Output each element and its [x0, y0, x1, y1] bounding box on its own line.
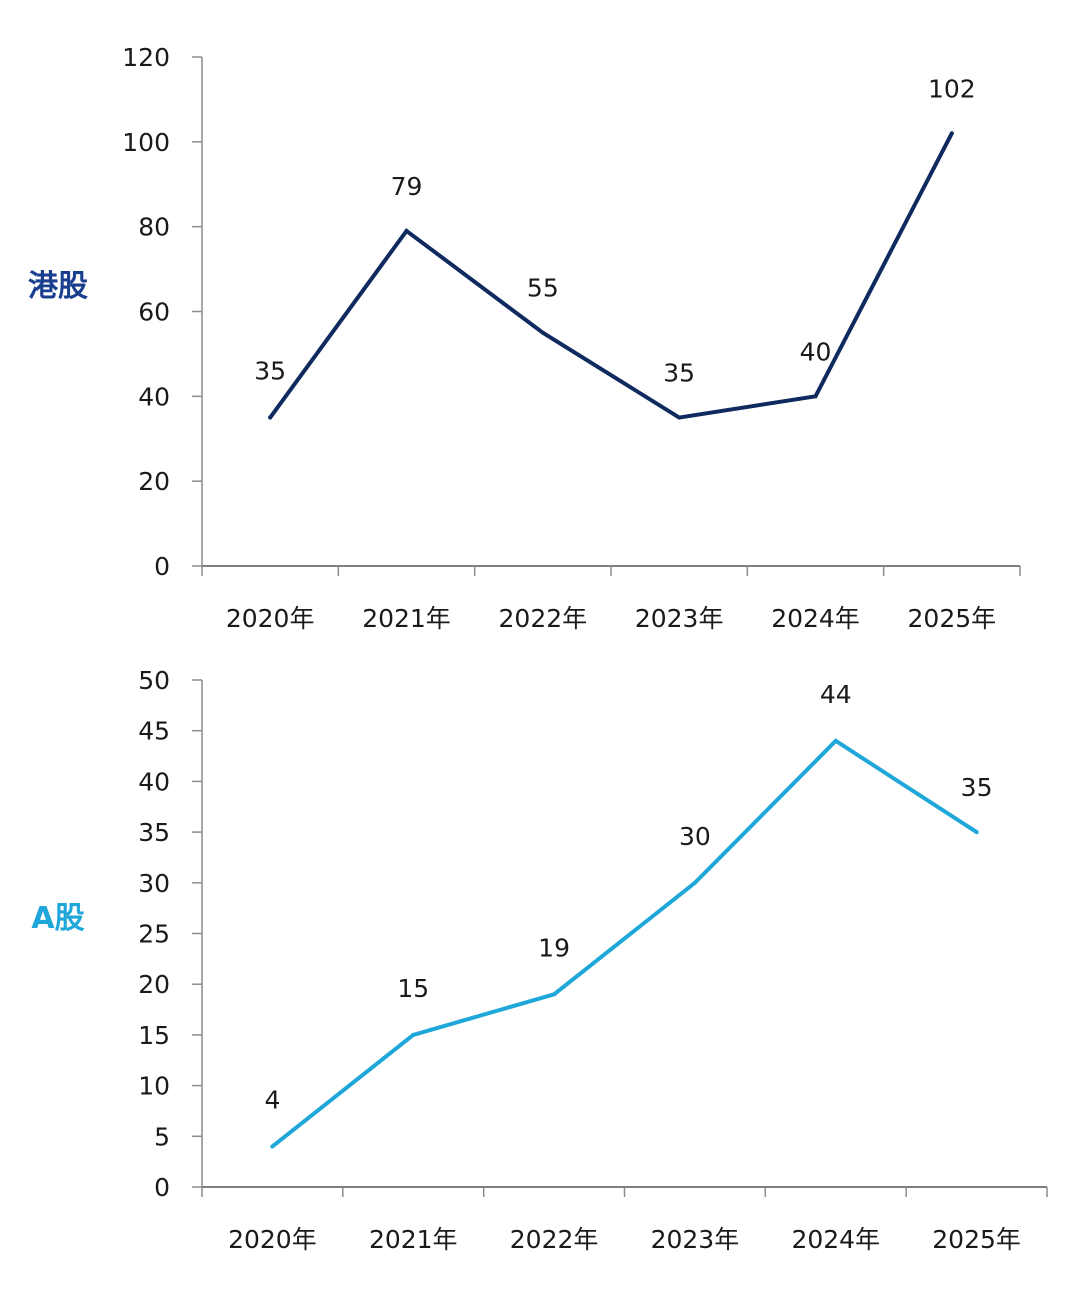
- data-point: [552, 992, 557, 997]
- x-tick-label: 2023年: [635, 604, 724, 633]
- x-tick-label: 2025年: [932, 1225, 1021, 1254]
- data-point: [949, 131, 954, 136]
- x-tick-label: 2020年: [226, 604, 315, 633]
- data-label: 35: [961, 773, 993, 802]
- data-point: [270, 1144, 275, 1149]
- data-label: 40: [800, 337, 832, 366]
- x-tick-label: 2022年: [510, 1225, 599, 1254]
- y-tick-label: 10: [138, 1072, 170, 1101]
- y-tick-label: 5: [154, 1122, 170, 1151]
- y-tick-label: 120: [122, 43, 170, 72]
- y-tick-label: 20: [138, 467, 170, 496]
- x-tick-label: 2021年: [369, 1225, 458, 1254]
- x-tick-label: 2024年: [771, 604, 860, 633]
- data-label: 4: [264, 1085, 280, 1114]
- y-tick-label: 50: [138, 666, 170, 695]
- data-point: [540, 330, 545, 335]
- data-point: [268, 415, 273, 420]
- data-label: 44: [820, 680, 852, 709]
- a-share-chart: A股 0 5 10 15 20 25 30 35 40 45 50 2020年 2021年 2022年 20…: [31, 666, 1048, 1254]
- data-point: [692, 880, 697, 885]
- y-tick-label: 60: [138, 298, 170, 327]
- y-tick-label: 30: [138, 869, 170, 898]
- x-tick-label: 2023年: [651, 1225, 740, 1254]
- y-tick-label: 45: [138, 717, 170, 746]
- y-tick-label: 80: [138, 213, 170, 242]
- y-tick-label: 35: [138, 818, 170, 847]
- x-tick-label: 2020年: [228, 1225, 317, 1254]
- data-label: 102: [928, 74, 976, 103]
- data-point: [404, 228, 409, 233]
- data-label: 35: [254, 357, 286, 386]
- data-label: 15: [397, 974, 429, 1003]
- x-tick-label: 2022年: [499, 604, 588, 633]
- y-tick-label: 15: [138, 1021, 170, 1050]
- data-label: 19: [538, 933, 570, 962]
- y-tick-label: 0: [154, 552, 170, 581]
- data-label: 55: [527, 274, 559, 303]
- y-tick-label: 0: [154, 1173, 170, 1202]
- y-tick-label: 25: [138, 920, 170, 949]
- data-point: [974, 830, 979, 835]
- hk-series-title: 港股: [28, 269, 88, 304]
- data-point: [833, 738, 838, 743]
- x-tick-label: 2024年: [791, 1225, 880, 1254]
- series-line: [268, 131, 954, 420]
- y-tick-label: 100: [122, 128, 170, 157]
- data-label: 79: [391, 172, 423, 201]
- hk-stock-chart: 港股 0 20 40 60 80 100 120 2020年 2021年 2022年 2023年 20…: [28, 43, 1021, 633]
- data-label: 30: [679, 822, 711, 851]
- data-point: [411, 1032, 416, 1037]
- y-tick-label: 40: [138, 382, 170, 411]
- data-point: [813, 394, 818, 399]
- x-tick-label: 2021年: [362, 604, 451, 633]
- series-line: [270, 738, 979, 1149]
- data-point: [677, 415, 682, 420]
- y-tick-label: 40: [138, 767, 170, 796]
- a-share-series-title: A股: [31, 901, 84, 936]
- x-tick-label: 2025年: [908, 604, 997, 633]
- y-tick-label: 20: [138, 970, 170, 999]
- data-label: 35: [663, 359, 695, 388]
